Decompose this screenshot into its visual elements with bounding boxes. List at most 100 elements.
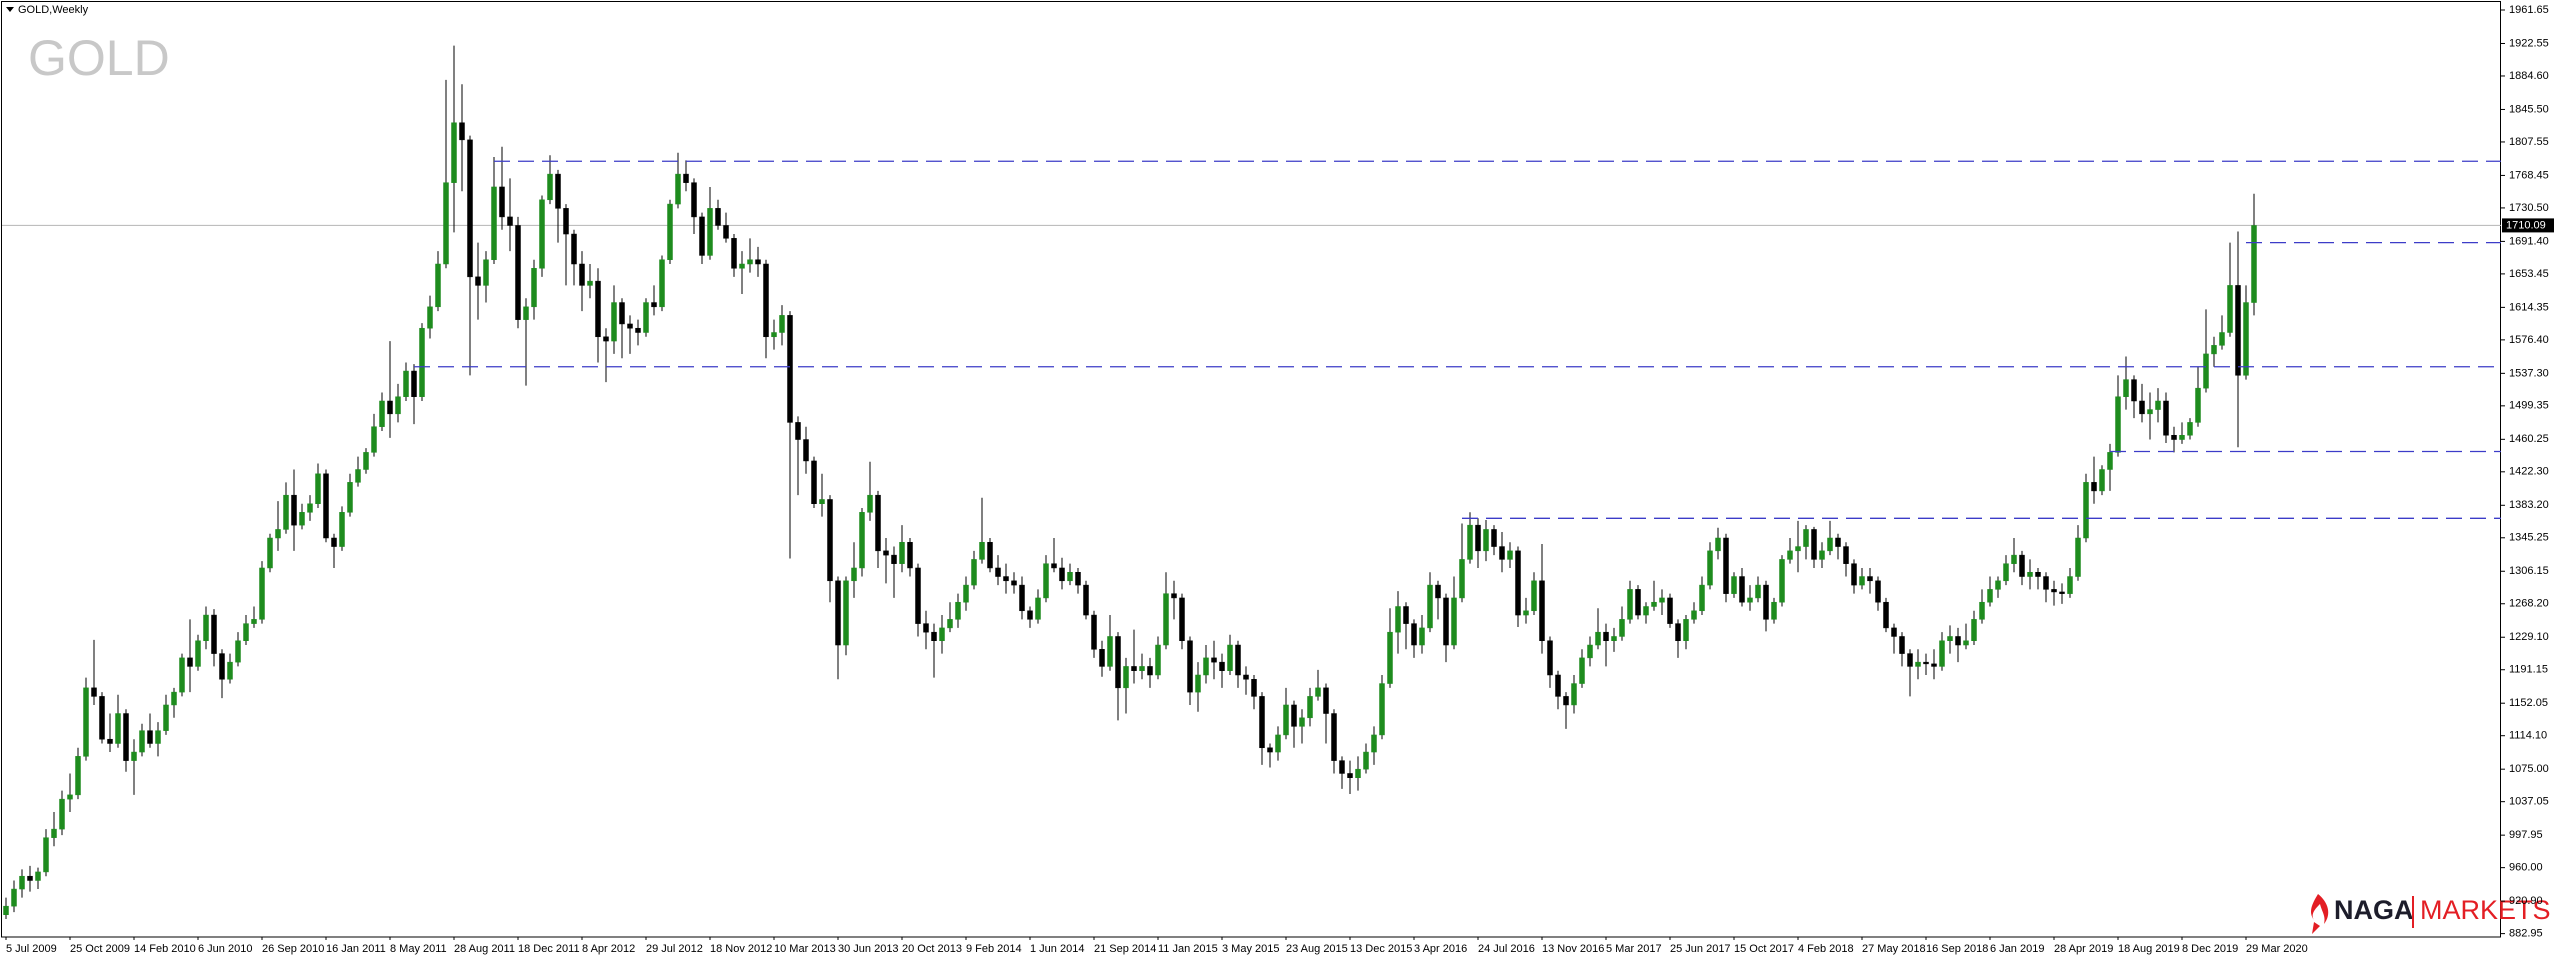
candle-body	[1131, 666, 1137, 671]
x-tick-label: 25 Oct 2009	[70, 943, 130, 955]
candle-body	[227, 661, 233, 680]
candle-body	[75, 756, 81, 796]
candle-body	[315, 473, 321, 504]
candle-body	[899, 542, 905, 564]
candle-body	[2067, 576, 2073, 594]
candle-body	[915, 567, 921, 624]
x-tick-label: 5 Jul 2009	[6, 943, 57, 955]
candle-body	[1795, 546, 1801, 552]
candle-body	[715, 208, 721, 226]
candle-body	[115, 713, 121, 744]
candle-body	[1835, 537, 1841, 547]
candle-body	[1715, 537, 1721, 552]
candle-body	[2019, 554, 2025, 577]
candle-body	[1619, 619, 1625, 637]
candle-body	[851, 567, 857, 582]
y-tick-label: 1499.35	[2509, 400, 2549, 412]
candle-body	[1995, 580, 2001, 590]
candle-body	[59, 798, 65, 830]
y-tick-label: 1191.15	[2509, 664, 2548, 676]
candle-body	[1435, 584, 1441, 599]
logo-right: MARKETS	[2420, 895, 2551, 925]
candle-body	[1019, 584, 1025, 612]
candle-body	[1515, 550, 1521, 616]
candle-body	[299, 512, 305, 526]
candle-body	[2099, 469, 2105, 492]
candle-body	[1427, 584, 1433, 629]
candle-body	[1611, 636, 1617, 641]
candle-body	[867, 494, 873, 513]
candle-body	[1315, 687, 1321, 697]
y-tick-label: 1037.05	[2509, 796, 2549, 808]
candle-body	[1571, 683, 1577, 706]
candle-body	[1139, 666, 1145, 671]
x-tick-label: 18 Dec 2011	[518, 943, 580, 955]
candle-body	[1627, 589, 1633, 620]
candle-body	[747, 259, 753, 265]
y-tick-label: 997.95	[2509, 829, 2543, 841]
candle-body	[147, 730, 153, 744]
candle-body	[1827, 537, 1833, 552]
candle-body	[1363, 751, 1369, 770]
candle-body	[1419, 627, 1425, 646]
candle-body	[2139, 400, 2145, 415]
candle-body	[395, 396, 401, 415]
logo-flame	[2311, 894, 2329, 934]
candle-body	[1203, 657, 1209, 676]
candle-body	[2211, 345, 2217, 355]
candle-body	[923, 623, 929, 633]
candle-body	[155, 730, 161, 744]
candle-body	[1851, 563, 1857, 586]
candle-body	[123, 713, 129, 761]
candle-body	[755, 259, 761, 265]
candle-body	[1867, 576, 1873, 582]
candle-body	[1523, 610, 1529, 616]
x-tick-label: 21 Sep 2014	[1094, 943, 1156, 955]
current-price-label: 1710.09	[2506, 219, 2546, 231]
candle-body	[1963, 640, 1969, 646]
candle-body	[1939, 640, 1945, 667]
candle-body	[907, 542, 913, 569]
y-tick-label: 1152.05	[2509, 697, 2548, 709]
candle-body	[1331, 713, 1337, 761]
x-tick-label: 24 Jul 2016	[1478, 943, 1535, 955]
candle-body	[1787, 550, 1793, 560]
candle-body	[2035, 571, 2041, 577]
x-tick-label: 15 Oct 2017	[1734, 943, 1794, 955]
x-tick-label: 25 Jun 2017	[1670, 943, 1731, 955]
candle-body	[2235, 285, 2241, 376]
candle-body	[859, 512, 865, 569]
candle-body	[179, 657, 185, 693]
candle-body	[819, 499, 825, 504]
candle-body	[1083, 584, 1089, 616]
candle-body	[1395, 606, 1401, 633]
candle-body	[1699, 584, 1705, 612]
candle-body	[2123, 379, 2129, 397]
y-tick-label: 882.95	[2509, 928, 2543, 940]
candle-body	[1155, 644, 1161, 676]
plot-frame	[1, 1, 2501, 938]
candle-body	[2147, 409, 2153, 415]
candle-body	[1563, 696, 1569, 706]
candle-body	[563, 208, 569, 235]
x-tick-label: 9 Feb 2014	[966, 943, 1022, 955]
candle-body	[843, 580, 849, 646]
candle-body	[2195, 387, 2201, 423]
candle-body	[891, 554, 897, 564]
candle-body	[811, 460, 817, 504]
candle-body	[1467, 524, 1473, 560]
candle-body	[1443, 597, 1449, 646]
candle-body	[171, 691, 177, 706]
candle-body	[1915, 661, 1921, 667]
y-tick-label: 1229.10	[2509, 631, 2549, 643]
candle-body	[1979, 601, 1985, 620]
candle-body	[1107, 636, 1113, 667]
current-price-box	[2502, 218, 2554, 233]
candle-body	[1707, 550, 1713, 586]
candle-body	[2187, 422, 2193, 436]
candle-body	[1899, 636, 1905, 654]
candle-body	[2003, 563, 2009, 582]
candle-body	[1811, 529, 1817, 560]
candle-body	[2083, 482, 2089, 539]
